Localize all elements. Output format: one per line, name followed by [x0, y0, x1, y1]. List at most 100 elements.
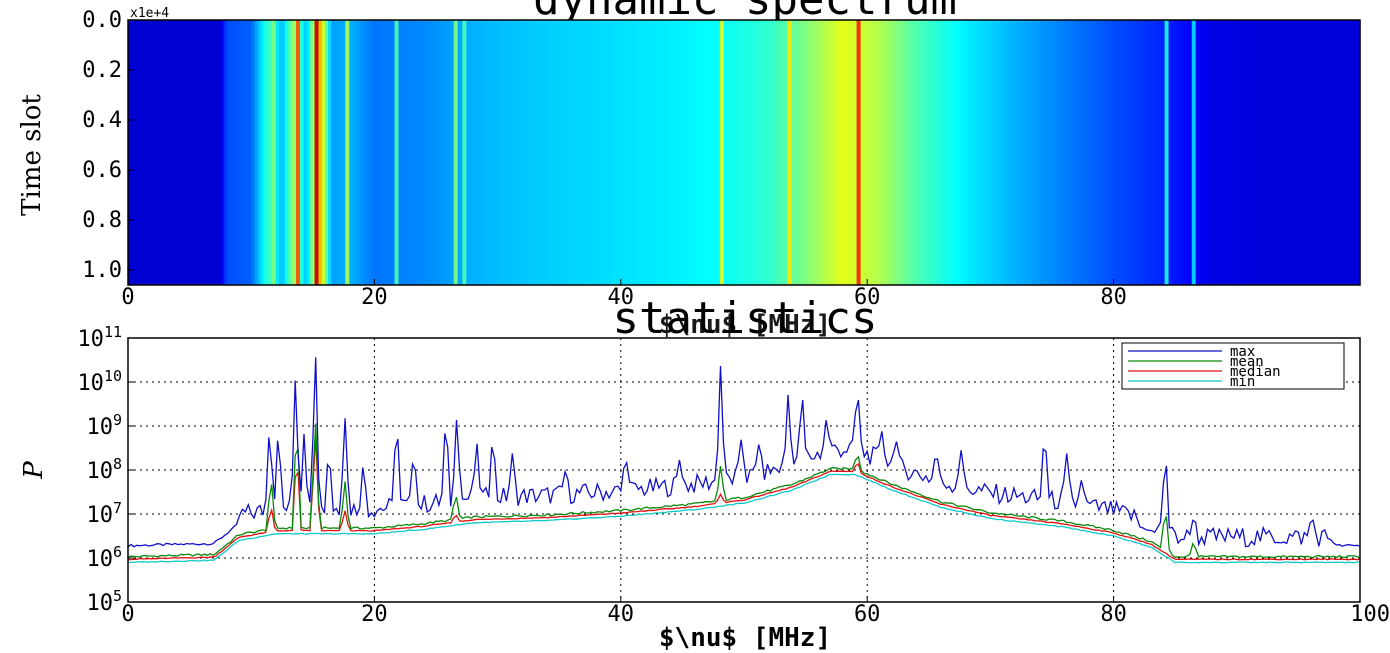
heatmap-column	[1132, 20, 1136, 285]
x-tick-label: 0	[121, 602, 134, 627]
heatmap-column	[482, 20, 486, 285]
heatmap-column	[420, 20, 425, 285]
heatmap-column	[725, 20, 730, 285]
spectrum-x-ticks: 0 20 40 60 80	[121, 279, 1127, 310]
y-tick-label: 1011	[77, 323, 122, 352]
heatmap-column	[630, 20, 634, 285]
heatmap-column	[534, 20, 539, 285]
heatmap-column	[965, 20, 970, 285]
heatmap-column	[488, 20, 493, 285]
legend-label-median: median	[1230, 364, 1281, 380]
heatmap-column	[716, 20, 720, 285]
heatmap-column	[590, 20, 594, 285]
heatmap-column	[445, 20, 449, 285]
heatmap-column	[1104, 20, 1109, 285]
heatmap-column	[648, 20, 653, 285]
heatmap-column	[1267, 20, 1272, 285]
heatmap-column	[913, 20, 918, 285]
heatmap-column	[368, 20, 372, 285]
heatmap-column	[509, 20, 514, 285]
heatmap-column	[217, 20, 221, 285]
heatmap-column	[134, 20, 138, 285]
heatmap-column	[1221, 20, 1226, 285]
heatmap-column	[626, 20, 631, 285]
heatmap-column	[663, 20, 668, 285]
heatmap-bright-channel	[719, 20, 724, 285]
heatmap-column	[987, 20, 991, 285]
heatmap-column	[981, 20, 985, 285]
heatmap-column	[1116, 20, 1121, 285]
heatmap-column	[602, 20, 606, 285]
heatmap-column	[186, 20, 191, 285]
heatmap-column	[1187, 20, 1192, 285]
heatmap-column	[1030, 20, 1035, 285]
heatmap-column	[543, 20, 548, 285]
heatmap-column	[1156, 20, 1161, 285]
heatmap-column	[1356, 20, 1361, 285]
heatmap-column	[303, 20, 308, 285]
heatmap-column	[925, 20, 930, 285]
heatmap-column	[451, 20, 456, 285]
heatmap-column	[522, 20, 526, 285]
heatmap-column	[1316, 20, 1321, 285]
heatmap-column	[519, 20, 523, 285]
heatmap-column	[278, 20, 283, 285]
heatmap-column	[1178, 20, 1182, 285]
y-tick-label: 109	[86, 411, 122, 440]
heatmap-column	[1295, 20, 1299, 285]
heatmap-column	[257, 20, 262, 285]
heatmap-column	[1055, 20, 1059, 285]
heatmap-column	[525, 20, 529, 285]
heatmap-column	[660, 20, 665, 285]
heatmap-column	[352, 20, 357, 285]
heatmap-column	[633, 20, 637, 285]
heatmap-column	[168, 20, 172, 285]
heatmap-column	[833, 20, 837, 285]
heatmap-column	[873, 20, 878, 285]
heatmap-bright-channel	[296, 20, 301, 285]
heatmap-column	[1307, 20, 1312, 285]
heatmap-column	[503, 20, 508, 285]
heatmap-column	[617, 20, 622, 285]
heatmap-column	[565, 20, 570, 285]
heatmap-column	[226, 20, 231, 285]
heatmap-column	[195, 20, 200, 285]
heatmap-column	[1002, 20, 1007, 285]
heatmap-column	[697, 20, 702, 285]
heatmap-column	[1227, 20, 1232, 285]
heatmap-column	[811, 20, 816, 285]
heatmap-column	[1298, 20, 1303, 285]
heatmap-column	[1242, 20, 1247, 285]
heatmap-column	[500, 20, 505, 285]
heatmap-column	[728, 20, 733, 285]
heatmap-column	[1159, 20, 1164, 285]
heatmap-column	[747, 20, 751, 285]
heatmap-column	[516, 20, 520, 285]
heatmap-column	[799, 20, 804, 285]
heatmap-bright-channel	[345, 20, 350, 285]
heatmap-column	[996, 20, 1001, 285]
heatmap-column	[796, 20, 801, 285]
heatmap-column	[676, 20, 680, 285]
heatmap-column	[1353, 20, 1358, 285]
statistics-panel: statistics 105 106 107 108 109 1010 1011 0 20 40…	[19, 293, 1390, 653]
heatmap-column	[1304, 20, 1309, 285]
heatmap-column	[808, 20, 813, 285]
heatmap-column	[1344, 20, 1349, 285]
heatmap-column	[864, 20, 868, 285]
heatmap-column	[975, 20, 979, 285]
heatmap-column	[1169, 20, 1173, 285]
heatmap-column	[639, 20, 643, 285]
series-line-max	[127, 357, 1361, 548]
heatmap-column	[821, 20, 825, 285]
heatmap-column	[146, 20, 151, 285]
heatmap-column	[707, 20, 711, 285]
heatmap-column	[861, 20, 865, 285]
heatmap-column	[562, 20, 566, 285]
heatmap-column	[549, 20, 554, 285]
heatmap-column	[158, 20, 163, 285]
heatmap-column	[593, 20, 597, 285]
heatmap-column	[1042, 20, 1047, 285]
heatmap-column	[586, 20, 591, 285]
y-tick-label: 0.4	[82, 108, 122, 133]
